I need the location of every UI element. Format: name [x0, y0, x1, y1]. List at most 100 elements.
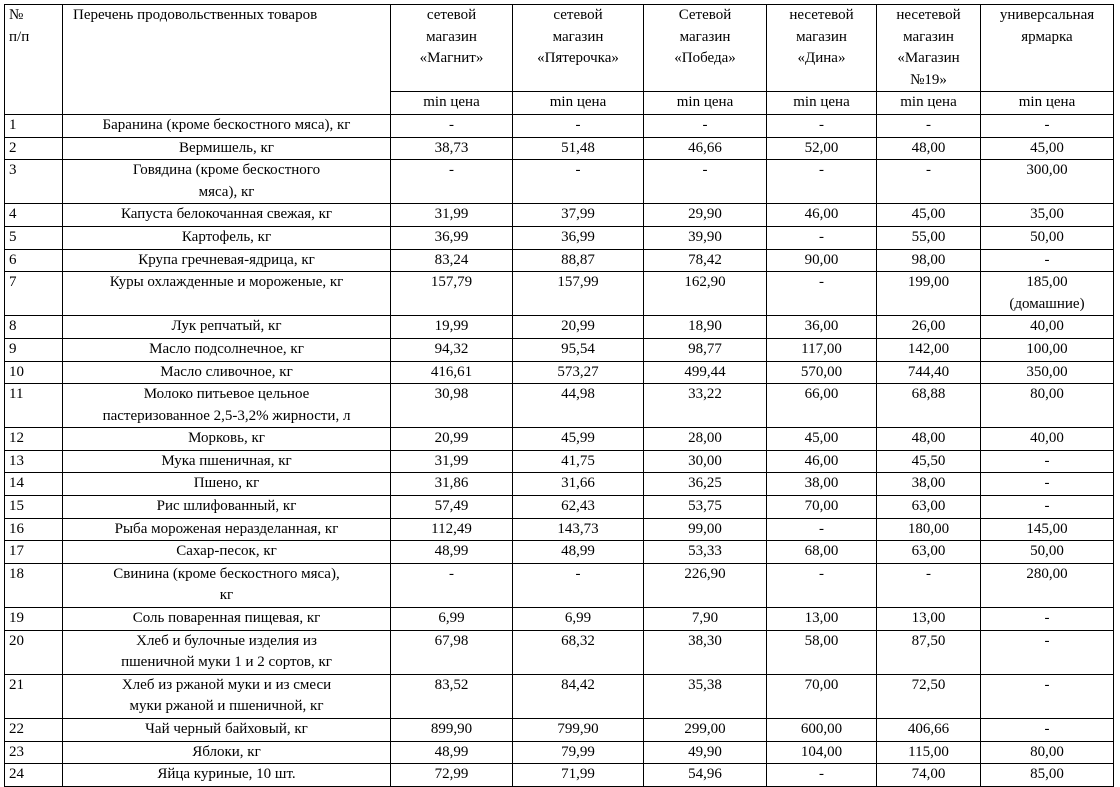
price-cell: 31,99 [390, 203, 513, 227]
product-name: Мука пшеничная, кг [62, 449, 391, 474]
price-cell: 74,00 [876, 763, 981, 787]
data-row: 3 Говядина (кроме бескостного мяса), кг - -… [4, 159, 1114, 205]
price-cell: - [512, 113, 644, 138]
price-cell: 38,30 [643, 629, 767, 675]
price-cell: 68,00 [766, 540, 877, 564]
price-cell: 63,00 [876, 540, 981, 564]
price-cell: 20,99 [390, 427, 513, 451]
data-row: 20 Хлеб и булочные изделия из пшеничной м… [4, 629, 1114, 675]
price-cell: 31,99 [390, 449, 513, 474]
price-cell: 80,00 [980, 383, 1114, 429]
product-name: Рис шлифованный, кг [62, 495, 391, 519]
price-cell: 35,00 [980, 203, 1114, 227]
header-cell: универсальная ярмарка [980, 3, 1114, 93]
price-cell: 95,54 [512, 337, 644, 362]
price-cell: 85,00 [980, 763, 1114, 787]
price-cell: - [980, 718, 1114, 742]
data-row: 24 Яйца куриные, 10 шт. 72,99 71,99 54,96-74… [4, 763, 1114, 787]
price-cell: 744,40 [876, 360, 981, 385]
price-cell: 45,00 [980, 136, 1114, 161]
price-cell: 36,00 [766, 315, 877, 339]
price-cell: 40,00 [980, 427, 1114, 451]
price-cell: 350,00 [980, 360, 1114, 385]
price-cell: 37,99 [512, 203, 644, 227]
row-number: 16 [4, 517, 63, 542]
price-cell: - [766, 225, 877, 250]
price-cell: 35,38 [643, 673, 767, 720]
header-cell: Перечень продовольственных товаров [62, 4, 391, 115]
product-name: Свинина (кроме бескостного мяса), кг [62, 562, 391, 609]
price-cell: 899,90 [390, 718, 513, 742]
data-row: 8 Лук репчатый, кг 19,99 20,99 18,90 36,00 26,… [4, 315, 1114, 339]
price-cell: 45,00 [876, 203, 981, 227]
price-cell: 157,79 [390, 271, 513, 317]
data-row: 21 Хлеб из ржаной муки и из смеси муки рж… [4, 673, 1114, 720]
price-cell: - [876, 113, 981, 138]
price-cell: 28,00 [643, 427, 767, 451]
price-cell: 70,00 [766, 673, 877, 720]
row-number: 3 [4, 159, 63, 205]
price-cell: - [876, 159, 981, 205]
data-row: 5 Картофель, кг 36,99 36,99 39,90-55,00 50,00 [4, 225, 1114, 250]
row-number: 8 [4, 315, 63, 339]
price-cell: - [980, 607, 1114, 631]
price-cell: - [512, 562, 644, 609]
price-cell: 112,49 [390, 517, 513, 542]
row-number: 6 [4, 248, 63, 273]
data-row: 13 Мука пшеничная, кг 31,99 41,75 30,00 46,00… [4, 449, 1114, 474]
header-cell: сетевой магазин «Магнит» [390, 3, 513, 93]
price-cell: 99,00 [643, 517, 767, 542]
price-cell: 83,52 [390, 673, 513, 720]
subheader-cell: min цена [643, 91, 767, 115]
row-number: 11 [4, 383, 63, 429]
price-cell: 416,61 [390, 360, 513, 385]
product-name: Картофель, кг [62, 225, 391, 250]
subheader-cell: min цена [766, 91, 877, 115]
price-cell: 68,32 [512, 629, 644, 675]
row-number: 23 [4, 740, 63, 765]
price-cell: 46,00 [766, 203, 877, 227]
price-cell: 36,99 [390, 225, 513, 250]
price-cell: - [512, 159, 644, 205]
data-row: 7 Куры охлажденные и мороженые, кг 157,79 1… [4, 271, 1114, 317]
row-number: 21 [4, 673, 63, 720]
price-cell: 31,86 [390, 472, 513, 497]
row-number: 2 [4, 136, 63, 161]
subheader-cell: min цена [876, 91, 981, 115]
data-row: 17 Сахар-песок, кг 48,99 48,99 53,33 68,00 63,… [4, 540, 1114, 564]
price-cell: 573,27 [512, 360, 644, 385]
price-cell: 40,00 [980, 315, 1114, 339]
product-name: Морковь, кг [62, 427, 391, 451]
price-cell: 84,42 [512, 673, 644, 720]
data-row: 14 Пшено, кг 31,86 31,66 36,25 38,00 38,00- [4, 472, 1114, 497]
price-cell: - [766, 517, 877, 542]
price-cell: - [390, 562, 513, 609]
price-cell: 67,98 [390, 629, 513, 675]
price-cell: 50,00 [980, 225, 1114, 250]
price-cell: 48,00 [876, 136, 981, 161]
price-cell: 62,43 [512, 495, 644, 519]
price-cell: 48,99 [390, 740, 513, 765]
price-cell: 36,99 [512, 225, 644, 250]
price-cell: - [390, 113, 513, 138]
price-cell: - [980, 472, 1114, 497]
product-name: Пшено, кг [62, 472, 391, 497]
price-cell: 79,99 [512, 740, 644, 765]
price-cell: 55,00 [876, 225, 981, 250]
price-cell: 157,99 [512, 271, 644, 317]
product-name: Рыба мороженая неразделанная, кг [62, 517, 391, 542]
page: № п/п Перечень продовольственных товаров с… [4, 3, 1114, 787]
price-cell: 13,00 [876, 607, 981, 631]
price-cell: 145,00 [980, 517, 1114, 542]
price-cell: - [766, 562, 877, 609]
product-name: Вермишель, кг [62, 136, 391, 161]
price-cell: 88,87 [512, 248, 644, 273]
price-cell: - [390, 159, 513, 205]
header-row: № п/п Перечень продовольственных товаров с… [4, 3, 1114, 115]
price-cell: 54,96 [643, 763, 767, 787]
price-cell: 72,99 [390, 763, 513, 787]
price-cell: 143,73 [512, 517, 644, 542]
price-cell: 98,00 [876, 248, 981, 273]
row-number: 13 [4, 449, 63, 474]
price-cell: 68,88 [876, 383, 981, 429]
